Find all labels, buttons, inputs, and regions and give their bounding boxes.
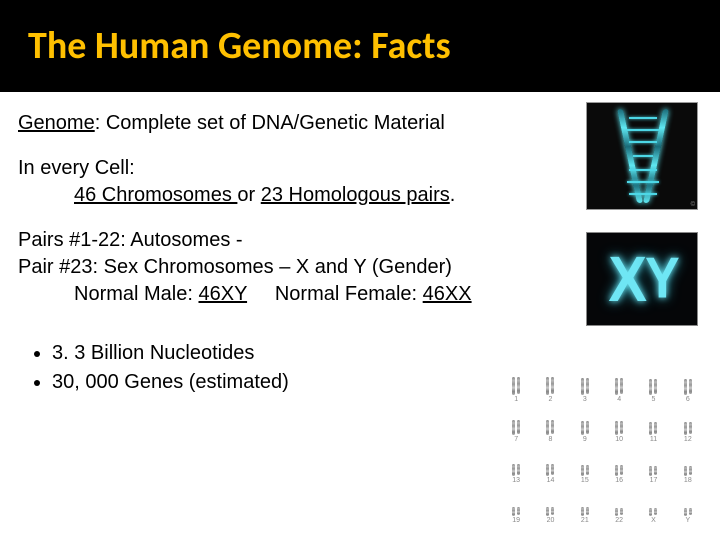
karyotype-label: 8 [549,436,553,443]
chromosome-pair [581,507,589,516]
karyotype-cell: 17 [639,447,667,484]
karyotype-label: 4 [617,396,621,403]
chromosome-pair [546,420,554,435]
y-letter: Y [645,246,676,312]
karyotype-cell: 8 [536,407,564,444]
male-label: Normal Male: [74,283,198,305]
karyotype-cell: 5 [639,366,667,403]
karyotype-label: 2 [549,396,553,403]
karyotype-label: X [651,517,656,524]
helix-rung [627,181,659,183]
karyotype-label: 14 [547,477,555,484]
chromosome-pair [615,421,623,435]
karyotype-cell: 2 [536,366,564,403]
karyotype-label: 20 [547,517,555,524]
karyotype-cell: 21 [571,488,599,525]
helix-rung [627,129,659,131]
image-credit: © [691,202,695,208]
or-word: or [237,184,260,206]
karyotype-cell: 15 [571,447,599,484]
karyotype-label: 16 [615,477,623,484]
chromosome-pair [512,464,520,476]
female-value: 46XX [423,283,472,305]
chromosome-pair [684,508,692,516]
fact-nucleotides: 3. 3 Billion Nucleotides [52,340,696,367]
karyotype-cell: 10 [605,407,633,444]
karyotype-label: 22 [615,517,623,524]
karyotype-label: 6 [686,396,690,403]
chromosome-count: 46 Chromosomes [74,184,237,206]
karyotype-label: 21 [581,517,589,524]
chromosome-pair [512,507,520,516]
helix-rung [629,169,657,171]
period: . [450,184,456,206]
chromosome-pair [615,508,623,516]
definition-term: Genome [18,112,95,134]
chromosome-pair [649,379,657,395]
karyotype-cell: 18 [674,447,702,484]
helix-rung [629,117,657,119]
chromosome-pair [512,377,520,395]
male-value: 46XY [198,283,247,305]
karyotype-cell: 12 [674,407,702,444]
karyotype-cell: 16 [605,447,633,484]
chromosome-pair [649,466,657,476]
chromosome-pair [684,422,692,435]
x-letter: X [608,242,643,316]
homologous-pairs: 23 Homologous pairs [261,184,450,206]
karyotype-label: 15 [581,477,589,484]
chromosome-pair [512,420,520,435]
helix-rung [629,141,657,143]
chromosome-pair [546,377,554,395]
chromosome-pair [684,466,692,476]
karyotype-cell: 4 [605,366,633,403]
chromosome-pair [581,465,589,476]
karyotype-label: 17 [650,477,658,484]
karyotype-label: 5 [652,396,656,403]
xy-chromosome-image: X Y [586,232,698,326]
chromosome-pair [546,507,554,516]
karyotype-cell: 14 [536,447,564,484]
karyotype-cell: X [639,488,667,525]
karyotype-label: 3 [583,396,587,403]
karyotype-label: Y [685,517,690,524]
karyotype-cell: Y [674,488,702,525]
slide-title: The Human Genome: Facts [28,23,451,69]
dna-helix-image: © [586,102,698,210]
karyotype-cell: 19 [502,488,530,525]
helix-rung [633,155,653,157]
chromosome-pair [615,465,623,476]
title-bar: The Human Genome: Facts [0,0,720,92]
karyotype-label: 10 [615,436,623,443]
karyotype-label: 1 [514,396,518,403]
female-label: Normal Female: [275,283,423,305]
karyotype-label: 9 [583,436,587,443]
karyotype-cell: 7 [502,407,530,444]
chromosome-pair [684,379,692,395]
chromosome-pair [581,378,589,395]
karyotype-label: 12 [684,436,692,443]
karyotype-cell: 9 [571,407,599,444]
karyotype-cell: 11 [639,407,667,444]
karyotype-label: 11 [650,436,657,443]
karyotype-cell: 22 [605,488,633,525]
karyotype-label: 13 [512,477,520,484]
spacer [247,283,275,305]
karyotype-cell: 1 [502,366,530,403]
karyotype-cell: 20 [536,488,564,525]
chromosome-pair [546,464,554,476]
karyotype-cell: 6 [674,366,702,403]
karyotype-label: 19 [512,517,520,524]
chromosome-pair [649,508,657,516]
chromosome-pair [581,421,589,435]
karyotype-image: 12345678910111213141516171819202122XY [502,366,702,524]
karyotype-label: 7 [514,436,518,443]
chromosome-pair [649,422,657,435]
karyotype-cell: 3 [571,366,599,403]
karyotype-cell: 13 [502,447,530,484]
helix-rung [629,193,657,195]
chromosome-pair [615,378,623,395]
karyotype-label: 18 [684,477,692,484]
definition-rest: : Complete set of DNA/Genetic Material [95,112,445,134]
